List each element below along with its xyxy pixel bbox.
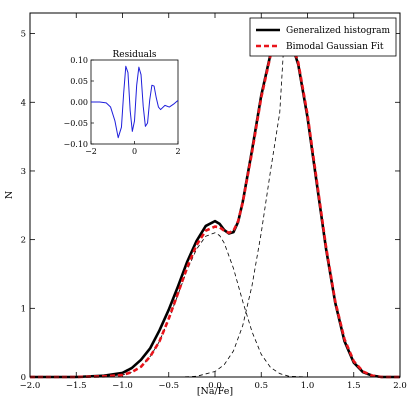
inset-title: Residuals — [112, 50, 156, 60]
inset-x-tick-label: 0 — [132, 147, 137, 156]
series-bimodal-gaussian-fit — [30, 30, 400, 379]
inset-x-tick-label: −2 — [85, 147, 97, 156]
y-axis-label: N — [4, 191, 15, 199]
legend-box — [249, 17, 397, 57]
series-gaussian-component-1 — [30, 232, 326, 378]
x-tick-label: 0.0 — [208, 381, 222, 391]
y-tick-label: 3 — [21, 167, 26, 177]
inset-y-tick-label: 0.00 — [70, 98, 88, 107]
x-tick-label: −0.5 — [158, 381, 179, 391]
x-tick-label: 2.0 — [393, 381, 407, 391]
inset-y-tick-label: −0.05 — [63, 119, 88, 128]
x-tick-label: −1.5 — [66, 381, 87, 391]
y-tick-label: 4 — [21, 98, 26, 108]
inset-y-tick-label: 0.10 — [70, 56, 88, 65]
inset-y-tick-label: 0.05 — [70, 77, 88, 86]
inset-y-tick-label: −0.10 — [63, 140, 88, 149]
y-tick-label: 2 — [21, 236, 26, 246]
legend-label-histogram: Generalized histogram — [286, 26, 391, 36]
x-tick-label: −1.0 — [112, 381, 133, 391]
y-tick-label: 5 — [21, 30, 26, 40]
inset-x-tick-label: 2 — [175, 147, 180, 156]
series-residuals — [91, 65, 179, 139]
x-tick-label: −2.0 — [20, 381, 41, 391]
x-tick-label: 1.5 — [347, 381, 361, 391]
x-tick-label: 1.0 — [301, 381, 315, 391]
y-tick-label: 0 — [21, 373, 26, 383]
x-tick-label: 0.5 — [254, 381, 268, 391]
legend-label-fit: Bimodal Gaussian Fit — [286, 42, 384, 52]
inset-frame — [90, 59, 179, 145]
y-tick-label: 1 — [21, 304, 26, 314]
plot-frame — [29, 12, 401, 378]
series-gaussian-component-2 — [177, 34, 400, 378]
x-axis-label: [Na/Fe] — [197, 386, 233, 397]
